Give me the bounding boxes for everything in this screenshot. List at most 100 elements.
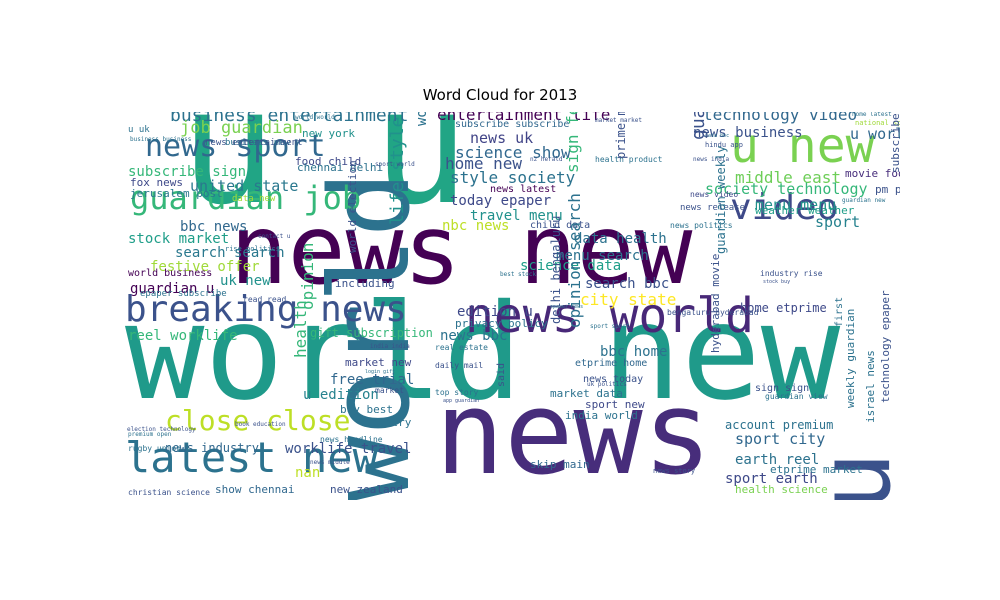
word-market-market: market market — [595, 117, 642, 124]
word-bbc-home: bbc home — [600, 344, 668, 360]
word-etprime-market: etprime market — [770, 463, 863, 476]
word-news-uk: news uk — [470, 129, 534, 147]
word-close-close: close close — [165, 404, 351, 437]
word-news-sport: news sport — [145, 129, 326, 164]
word-national-sport: national sport — [855, 119, 900, 127]
word-guardian-new: guardian new — [842, 197, 886, 204]
word-u-u: u u — [180, 112, 469, 240]
word-movie-food: movie food — [845, 167, 900, 180]
word-best-stock: best stock — [500, 271, 537, 278]
word-delhi-bengaluru: delhi bengaluru — [549, 215, 563, 324]
word-world-world: world world — [295, 114, 335, 121]
word-subscribe-archive: subscribe archive — [889, 112, 900, 173]
word-sport-earth: sport earth — [725, 471, 818, 487]
word-sport-world: sport world — [375, 161, 415, 168]
word-india-india: india india — [370, 343, 410, 350]
word-news-today: news today — [583, 374, 644, 385]
word-real-estate: real estate — [435, 343, 488, 352]
chart-title: Word Cloud for 2013 — [422, 86, 578, 104]
word-top-story: top story — [435, 388, 479, 397]
word-child-data: child data — [530, 220, 591, 231]
word-election-technology: election technology — [127, 426, 196, 433]
word-uk-politics: uk politics — [587, 381, 627, 388]
word-u-edition: u edition — [303, 387, 379, 403]
word-breaking-news: breaking news — [125, 289, 407, 330]
word-data-bbc: data bbc — [705, 133, 730, 139]
word-israel-news: israel news — [864, 350, 877, 423]
word-rise-politics: rise politics — [225, 245, 280, 253]
word-middle-east: middle east — [735, 168, 841, 187]
word-news-entertainment: news entertainment — [205, 138, 303, 148]
word-sign-festive: sign festive — [563, 112, 582, 173]
word-guardian-u: guardian u — [130, 281, 215, 297]
word-sport-city: sport city — [735, 430, 826, 448]
word-world-election: world election — [346, 160, 359, 253]
word-business-entertainment: business entertainment — [170, 112, 409, 126]
word-festive-offer: festive offer — [150, 259, 260, 275]
word-entertainment-life: entertainment life — [437, 112, 611, 124]
word-nz-herald: nz herald — [530, 156, 563, 163]
word-bengaluru-hyderabad: bengaluru hyderabad — [667, 308, 759, 317]
word-news-india: news india — [693, 156, 730, 163]
word-including: including — [335, 277, 395, 290]
word-india-world: india world — [565, 409, 638, 422]
word-search-bbc: search bbc — [585, 276, 670, 292]
word-data-health: data health — [574, 231, 667, 247]
word-travel-menu: travel menu — [470, 208, 563, 224]
word-new-zealand: new zealand — [330, 483, 403, 496]
word-food-child: food child — [295, 155, 362, 168]
word-guardian-weekly: guardian weekly — [714, 145, 728, 254]
word-epaper-subscribe: epaper subscribe — [140, 289, 227, 299]
word-home-latest: home latest — [852, 112, 892, 118]
word-nbc-news: nbc news — [442, 218, 510, 234]
word-news-world: news world — [465, 288, 754, 344]
word-u-uk: u uk — [128, 125, 150, 135]
word-app-guardian: app guardian — [443, 398, 480, 404]
word-worklife-travel: worklife travel — [285, 441, 412, 457]
word-new-york: new york — [302, 127, 355, 140]
word-world-business: world business — [128, 268, 213, 279]
word-skip-main: skip main — [530, 458, 590, 471]
word-news-story: news story — [653, 467, 696, 475]
word-news-industry: news industry — [165, 441, 259, 455]
word-etprime-home: etprime home — [575, 358, 648, 369]
word-news-headline: news headline — [320, 435, 383, 444]
word-city-state: city state — [580, 290, 677, 309]
word-news-release: news release — [680, 203, 746, 213]
word-today-epaper: today epaper — [450, 193, 552, 209]
word-epaper-news: epaper news — [550, 304, 584, 310]
word-market: market — [375, 386, 404, 395]
word-job-guardian: job guardian — [180, 118, 303, 138]
word-menu-menu: menu menu — [755, 196, 837, 214]
word-hindu-app: hindu app — [705, 141, 743, 149]
word-news-middle: news middle — [310, 459, 350, 466]
word-buy-best: buy best — [340, 403, 393, 416]
word-guardian-view: guardian view — [765, 392, 828, 401]
word-search-search: search search — [175, 245, 285, 261]
word-login-gift: login gift — [365, 369, 396, 375]
word-science-data: science data — [520, 258, 622, 274]
word-sport: sport — [815, 213, 861, 231]
word-home-etprime: home etprime — [740, 301, 827, 315]
word-news-latest: news latest — [490, 184, 557, 195]
word-opinion-search: opinion search — [565, 193, 584, 328]
word-fox-news: fox news — [130, 176, 183, 189]
word-united-state: united state — [190, 177, 299, 195]
word-jerusalem-post: jerusalem post — [130, 187, 223, 200]
word-news-bbc: news bbc — [440, 328, 508, 344]
word-news-politics: news politics — [670, 221, 733, 230]
word-opinion: opinion — [298, 242, 317, 310]
word-sport-new: sport new — [585, 398, 645, 411]
word-premium-open: premium open — [128, 431, 172, 438]
word-prime-minister: prime minister — [614, 112, 628, 159]
word-weekly-guardian: weekly guardian — [844, 308, 857, 408]
word-market-data: market data — [550, 387, 623, 400]
word-privacy-policy: privacy policy — [455, 317, 548, 330]
word-science-show: science show — [455, 143, 571, 162]
word-home-new: home new — [445, 154, 523, 173]
word-world-u: world u — [414, 112, 430, 126]
word-society-technology: society technology — [705, 180, 868, 198]
word-news-business: news business — [693, 125, 803, 141]
